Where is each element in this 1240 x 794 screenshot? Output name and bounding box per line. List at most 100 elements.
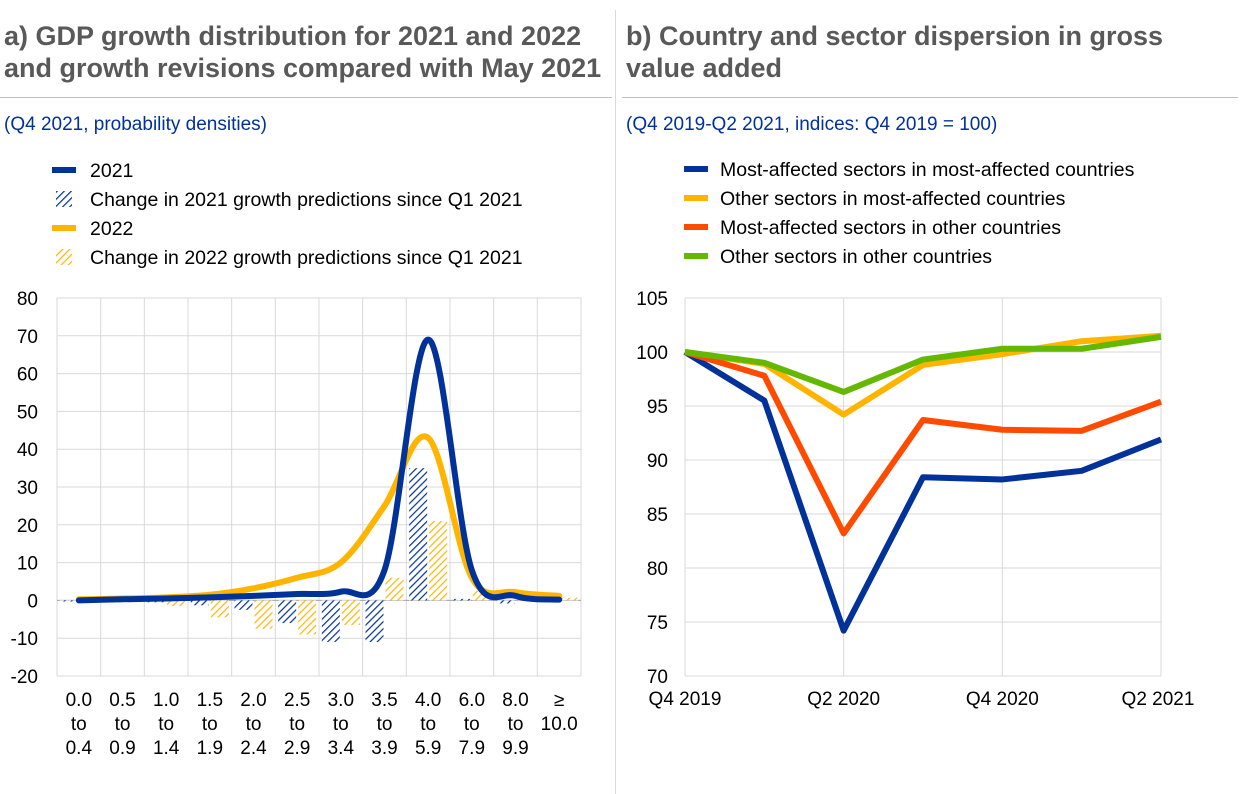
x-tick-label: 6.0 — [459, 690, 485, 711]
x-tick-label: 2.9 — [284, 738, 310, 759]
x-tick-label: 7.9 — [459, 738, 485, 759]
bar — [254, 600, 273, 629]
bar — [452, 598, 471, 601]
x-tick-label: to — [71, 714, 87, 735]
x-tick-label: Q4 2020 — [966, 689, 1039, 710]
panel-a-subtitle: (Q4 2021, probability densities) — [4, 114, 267, 135]
x-tick-label: 3.5 — [371, 690, 397, 711]
legend-label: 2021 — [90, 160, 133, 182]
y-tick-label: 50 — [17, 402, 38, 423]
panel-a-title-rule — [0, 97, 612, 98]
x-tick-label: to — [202, 714, 218, 735]
y-tick-label: 70 — [647, 667, 668, 688]
bar — [429, 521, 448, 601]
x-tick-label: 1.9 — [197, 738, 223, 759]
x-tick-label: 0.4 — [66, 738, 93, 759]
x-tick-label: 10.0 — [541, 714, 578, 735]
x-tick-label: 1.4 — [153, 738, 180, 759]
series-line — [684, 333, 1162, 395]
legend-swatch — [52, 167, 76, 173]
bar — [234, 600, 253, 610]
bar — [210, 600, 229, 618]
x-tick-label: 1.0 — [153, 690, 179, 711]
bar — [365, 600, 384, 642]
y-tick-label: -20 — [11, 667, 38, 688]
legend-swatch — [56, 191, 72, 207]
x-tick-label: to — [464, 714, 480, 735]
x-tick-label: to — [420, 714, 436, 735]
series-line — [75, 336, 563, 604]
bar — [321, 600, 340, 642]
x-tick-label: Q2 2020 — [807, 689, 880, 710]
bar — [278, 600, 297, 624]
x-tick-label: 3.0 — [328, 690, 354, 711]
x-tick-label: to — [158, 714, 174, 735]
x-tick-label: ≥ — [554, 690, 564, 711]
y-tick-label: -10 — [11, 629, 38, 650]
y-tick-label: 40 — [17, 440, 38, 461]
y-tick-label: 60 — [17, 365, 38, 386]
y-tick-label: 70 — [17, 327, 38, 348]
legend-label: Most-affected sectors in other countries — [720, 217, 1061, 239]
bar — [496, 600, 515, 604]
legend-label: Other sectors in other countries — [720, 246, 992, 268]
x-tick-label: 9.9 — [502, 738, 528, 759]
panel-b-title-rule — [622, 97, 1238, 98]
y-tick-label: 85 — [647, 505, 668, 526]
y-tick-label: 80 — [647, 559, 668, 580]
legend-swatch — [684, 195, 708, 201]
legend-swatch — [56, 249, 72, 265]
legend-swatch — [684, 253, 708, 259]
x-tick-label: to — [333, 714, 349, 735]
legend-label: Most-affected sectors in most-affected c… — [720, 159, 1135, 181]
panel-b-title: b) Country and sector dispersion in gros… — [626, 21, 1164, 83]
x-tick-label: 2.5 — [284, 690, 310, 711]
x-tick-label: 4.0 — [415, 690, 441, 711]
y-tick-label: 80 — [17, 289, 38, 310]
bar — [385, 577, 404, 601]
x-tick-label: to — [246, 714, 262, 735]
bar — [298, 600, 317, 635]
series-line — [683, 349, 1163, 634]
y-tick-label: 105 — [636, 289, 668, 310]
bar — [341, 600, 360, 625]
x-tick-label: 2.4 — [240, 738, 267, 759]
x-tick-label: to — [289, 714, 305, 735]
bar — [167, 600, 186, 607]
x-tick-label: Q4 2019 — [649, 689, 722, 710]
legend-label: Other sectors in most-affected countries — [720, 188, 1066, 210]
panel-separator — [615, 10, 616, 794]
panel-a-title: a) GDP growth distribution for 2021 and … — [4, 21, 602, 83]
x-tick-label: 0.0 — [66, 690, 92, 711]
series-line — [684, 349, 1163, 537]
y-tick-label: 0 — [27, 591, 38, 612]
bar — [472, 590, 491, 601]
bar — [560, 597, 579, 601]
x-tick-label: 0.9 — [109, 738, 135, 759]
x-tick-label: to — [508, 714, 524, 735]
x-tick-label: to — [115, 714, 131, 735]
y-tick-label: 75 — [647, 613, 668, 634]
x-tick-label: 5.9 — [415, 738, 441, 759]
bar — [190, 600, 209, 606]
legend-label: 2022 — [90, 218, 133, 240]
y-tick-label: 20 — [17, 516, 38, 537]
legend-label: Change in 2022 growth predictions since … — [90, 247, 523, 269]
x-tick-label: 2.0 — [240, 690, 266, 711]
x-tick-label: 0.5 — [109, 690, 135, 711]
x-tick-label: to — [377, 714, 393, 735]
y-tick-label: 30 — [17, 478, 38, 499]
y-tick-label: 10 — [17, 554, 38, 575]
bar — [59, 600, 78, 602]
y-tick-label: 95 — [647, 397, 668, 418]
legend-swatch — [684, 224, 708, 230]
x-tick-label: Q2 2021 — [1122, 689, 1195, 710]
legend-label: Change in 2021 growth predictions since … — [90, 189, 523, 211]
y-tick-label: 90 — [647, 451, 668, 472]
bar — [409, 468, 428, 601]
panel-b-subtitle: (Q4 2019-Q2 2021, indices: Q4 2019 = 100… — [626, 114, 998, 135]
x-tick-label: 3.4 — [328, 738, 355, 759]
legend-swatch — [684, 166, 708, 172]
x-tick-label: 1.5 — [197, 690, 223, 711]
